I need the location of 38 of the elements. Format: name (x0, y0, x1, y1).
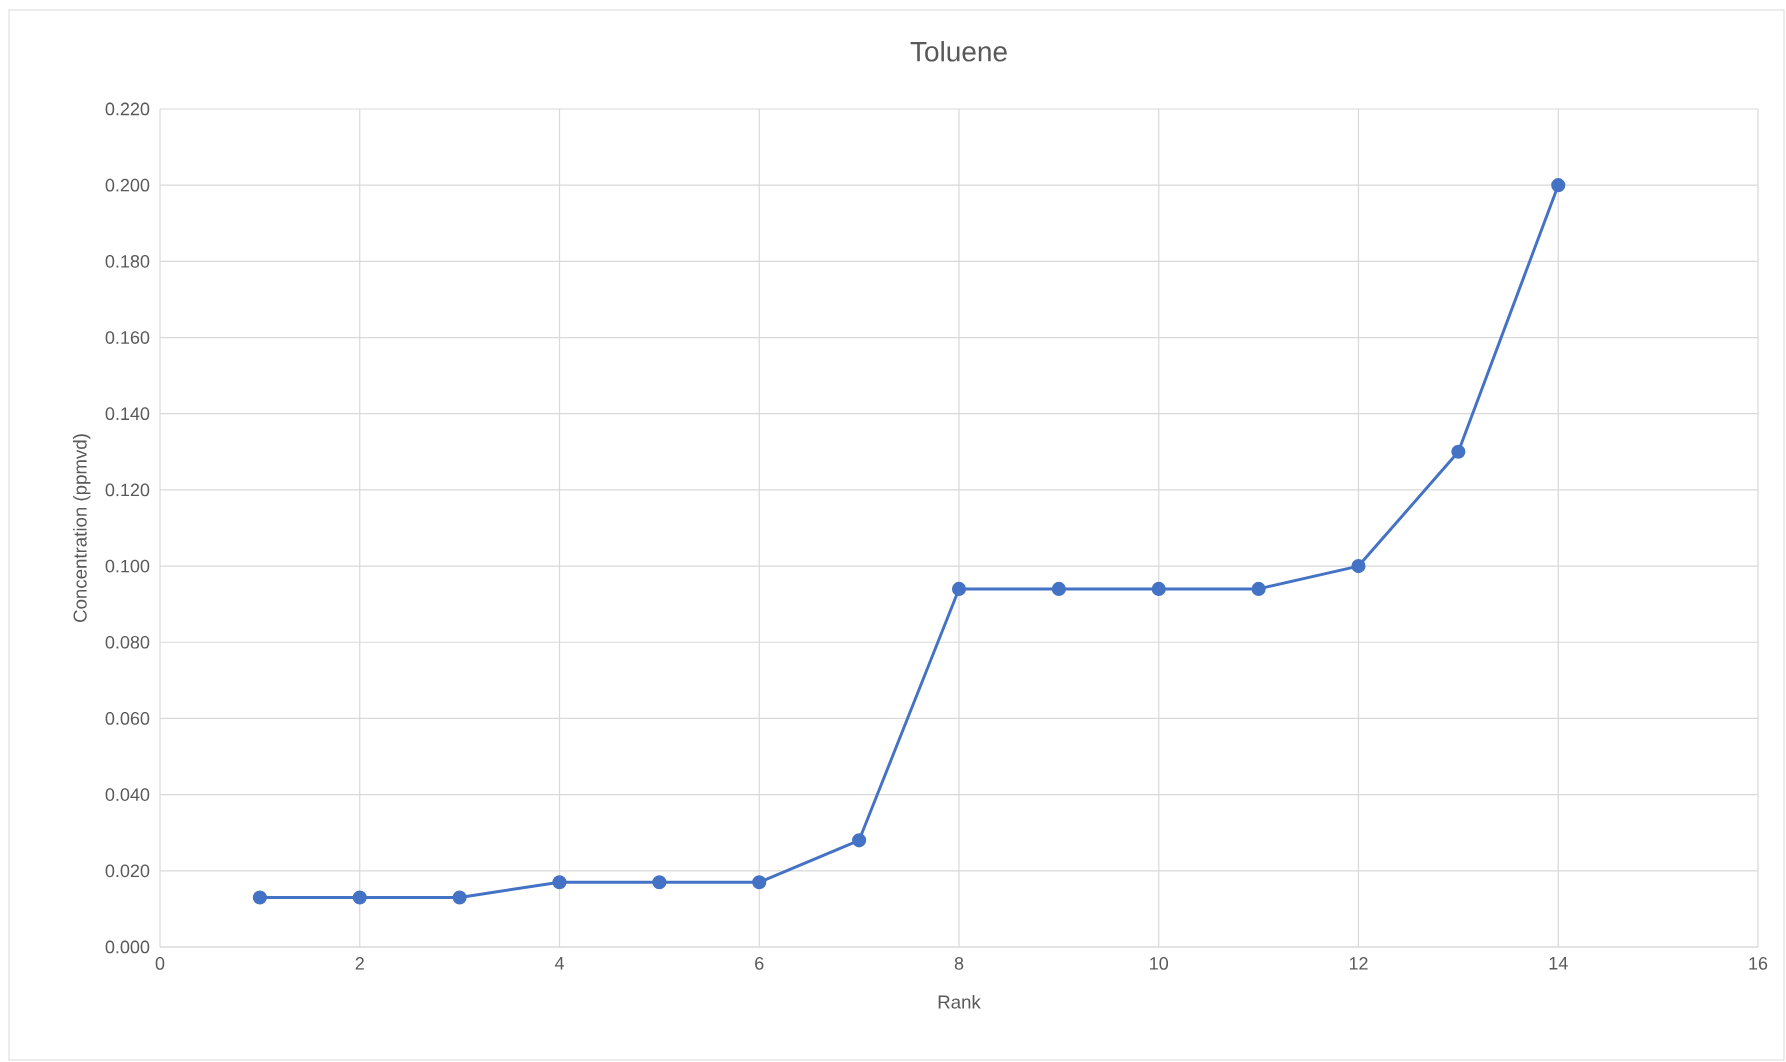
point (552, 875, 567, 890)
x-tick-label: 4 (554, 957, 564, 970)
y-tick-label: 0.040 (105, 788, 150, 801)
point (1051, 581, 1066, 596)
point (951, 581, 967, 596)
point (752, 875, 767, 890)
x-tick-label: 12 (1349, 957, 1368, 970)
x-tick-label: 6 (755, 957, 764, 970)
x-tick-label: 10 (1150, 957, 1169, 970)
y-tick-label: 0.000 (105, 940, 150, 954)
y-tick-label: 0.060 (105, 712, 150, 725)
y-tick-label: 0.160 (105, 331, 150, 344)
point (1551, 178, 1566, 193)
chart-title: Toluene (910, 41, 1007, 62)
point (1451, 444, 1466, 459)
y-tick-label: 0.220 (105, 102, 150, 116)
point (352, 890, 367, 905)
point (1251, 581, 1266, 596)
x-tick-label: 8 (954, 957, 964, 970)
point (1351, 559, 1366, 574)
y-tick-label: 0.120 (105, 483, 150, 497)
point (252, 890, 267, 905)
x-axis-title: Rank (938, 994, 981, 1009)
point (452, 890, 467, 905)
y-tick-label: 0.200 (105, 178, 150, 192)
y-tick-label: 0.080 (105, 635, 150, 649)
y-tick-label: 0.100 (105, 559, 150, 573)
point (652, 875, 667, 890)
x-tick-label: 2 (355, 957, 364, 970)
x-tick-label: 0 (155, 957, 165, 970)
y-tick-label: 0.180 (105, 254, 150, 268)
point (1151, 581, 1166, 596)
x-tick-label: 16 (1749, 957, 1768, 970)
point (852, 833, 867, 848)
y-tick-label: 0.140 (105, 407, 150, 421)
x-tick-label: 14 (1549, 957, 1568, 970)
y-axis-title: Concentration (ppmvd) (73, 434, 91, 622)
y-tick-label: 0.020 (105, 864, 150, 878)
